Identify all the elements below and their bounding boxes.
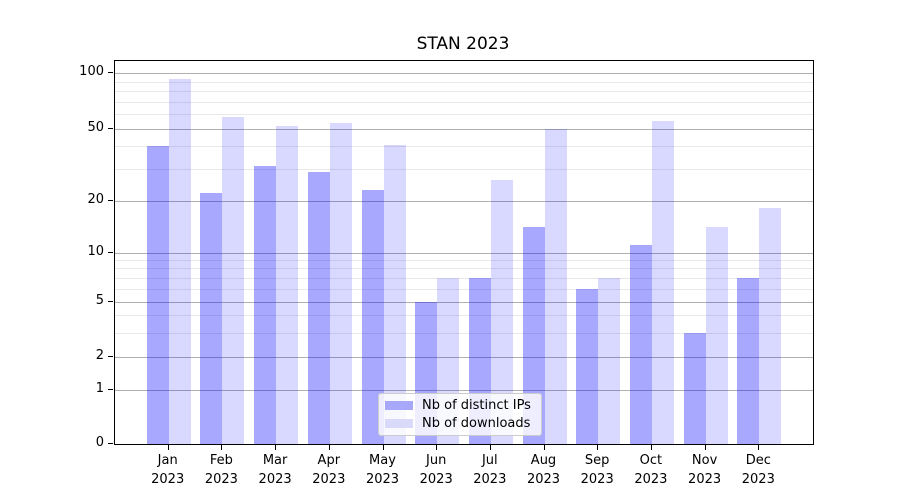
minor-gridline — [115, 260, 813, 261]
bar-ips-aug — [522, 227, 545, 444]
legend-swatch-downloads — [385, 419, 413, 428]
y-tick-label: 0 — [95, 435, 104, 450]
x-tick-label: Jul 2023 — [473, 453, 507, 487]
bar-downloads-may — [383, 144, 406, 444]
minor-gridline — [115, 101, 813, 103]
y-tick-label: 2 — [95, 348, 104, 363]
bar-ips-feb — [200, 193, 223, 444]
x-tick-mark — [597, 445, 599, 450]
y-tick-mark — [108, 251, 113, 253]
major-gridline — [115, 73, 813, 74]
plot-area — [114, 60, 814, 445]
bar-ips-apr — [307, 171, 330, 444]
minor-gridline — [115, 91, 813, 92]
minor-gridline — [115, 332, 813, 334]
x-tick-label: Nov 2023 — [688, 453, 722, 487]
x-tick-mark — [275, 445, 277, 450]
minor-gridline — [115, 268, 813, 270]
bar-ips-sep — [576, 289, 599, 444]
y-tick-mark — [108, 128, 113, 129]
minor-gridline — [115, 81, 813, 83]
legend-entry: Nb of downloads — [385, 416, 535, 431]
minor-gridline — [115, 168, 813, 170]
bar-ips-mar — [254, 166, 277, 444]
bar-downloads-jan — [168, 78, 191, 444]
x-tick-label: Jun 2023 — [419, 453, 453, 487]
legend-label: Nb of downloads — [422, 416, 531, 431]
x-tick-mark — [489, 445, 491, 450]
legend: Nb of distinct IPs Nb of downloads — [378, 393, 542, 436]
bar-downloads-sep — [598, 278, 621, 444]
major-gridline — [115, 357, 813, 358]
minor-gridline — [115, 114, 813, 116]
bar-downloads-apr — [329, 122, 352, 444]
x-tick-mark — [328, 445, 330, 450]
chart-title: STAN 2023 — [416, 34, 510, 54]
minor-gridline — [115, 289, 813, 290]
x-tick-label: Aug 2023 — [526, 453, 561, 487]
x-tick-label: Mar 2023 — [258, 453, 292, 487]
x-tick-label: Jan 2023 — [151, 453, 185, 487]
major-gridline — [115, 200, 813, 202]
y-tick-label: 1 — [95, 381, 104, 396]
x-tick-mark — [167, 445, 169, 450]
x-tick-label: Apr 2023 — [312, 453, 346, 487]
x-tick-label: Feb 2023 — [204, 453, 238, 487]
bar-ips-oct — [629, 245, 652, 444]
y-tick-mark — [108, 199, 113, 201]
y-tick-mark — [108, 389, 113, 390]
y-tick-label: 5 — [95, 293, 104, 308]
x-tick-mark — [758, 445, 760, 450]
bar-downloads-dec — [759, 208, 782, 444]
bar-ips-jan — [146, 146, 169, 444]
x-tick-mark — [382, 445, 384, 450]
y-tick-mark — [108, 443, 113, 444]
bar-ips-nov — [683, 332, 706, 444]
y-tick-mark — [108, 72, 113, 73]
legend-swatch-ips — [385, 401, 413, 410]
major-gridline — [115, 390, 813, 391]
x-tick-mark — [543, 445, 545, 450]
minor-gridline — [115, 278, 813, 279]
x-tick-mark — [221, 445, 223, 450]
bar-downloads-feb — [222, 117, 245, 444]
bar-downloads-mar — [276, 125, 299, 444]
x-tick-label: Sep 2023 — [580, 453, 614, 487]
legend-label: Nb of distinct IPs — [422, 398, 531, 413]
y-tick-label: 100 — [79, 64, 104, 79]
bar-downloads-jul — [490, 180, 513, 444]
x-tick-mark — [436, 445, 438, 450]
major-gridline — [115, 252, 813, 254]
y-tick-mark — [108, 301, 113, 302]
bar-downloads-aug — [544, 129, 567, 444]
y-tick-mark — [108, 356, 113, 357]
bar-downloads-oct — [651, 121, 674, 444]
major-gridline — [115, 129, 813, 130]
y-tick-label: 50 — [87, 120, 104, 135]
bar-downloads-nov — [705, 227, 728, 444]
minor-gridline — [115, 146, 813, 148]
x-tick-label: Dec 2023 — [741, 453, 775, 487]
major-gridline — [115, 302, 813, 303]
minor-gridline — [115, 315, 813, 317]
legend-entry: Nb of distinct IPs — [385, 398, 535, 413]
x-tick-label: Oct 2023 — [634, 453, 668, 487]
bar-ips-may — [361, 189, 384, 444]
bar-ips-dec — [737, 278, 760, 444]
x-tick-mark — [704, 445, 706, 450]
y-tick-label: 10 — [87, 243, 104, 259]
y-tick-label: 20 — [87, 191, 104, 207]
x-tick-mark — [650, 445, 652, 450]
x-tick-label: May 2023 — [365, 453, 400, 487]
